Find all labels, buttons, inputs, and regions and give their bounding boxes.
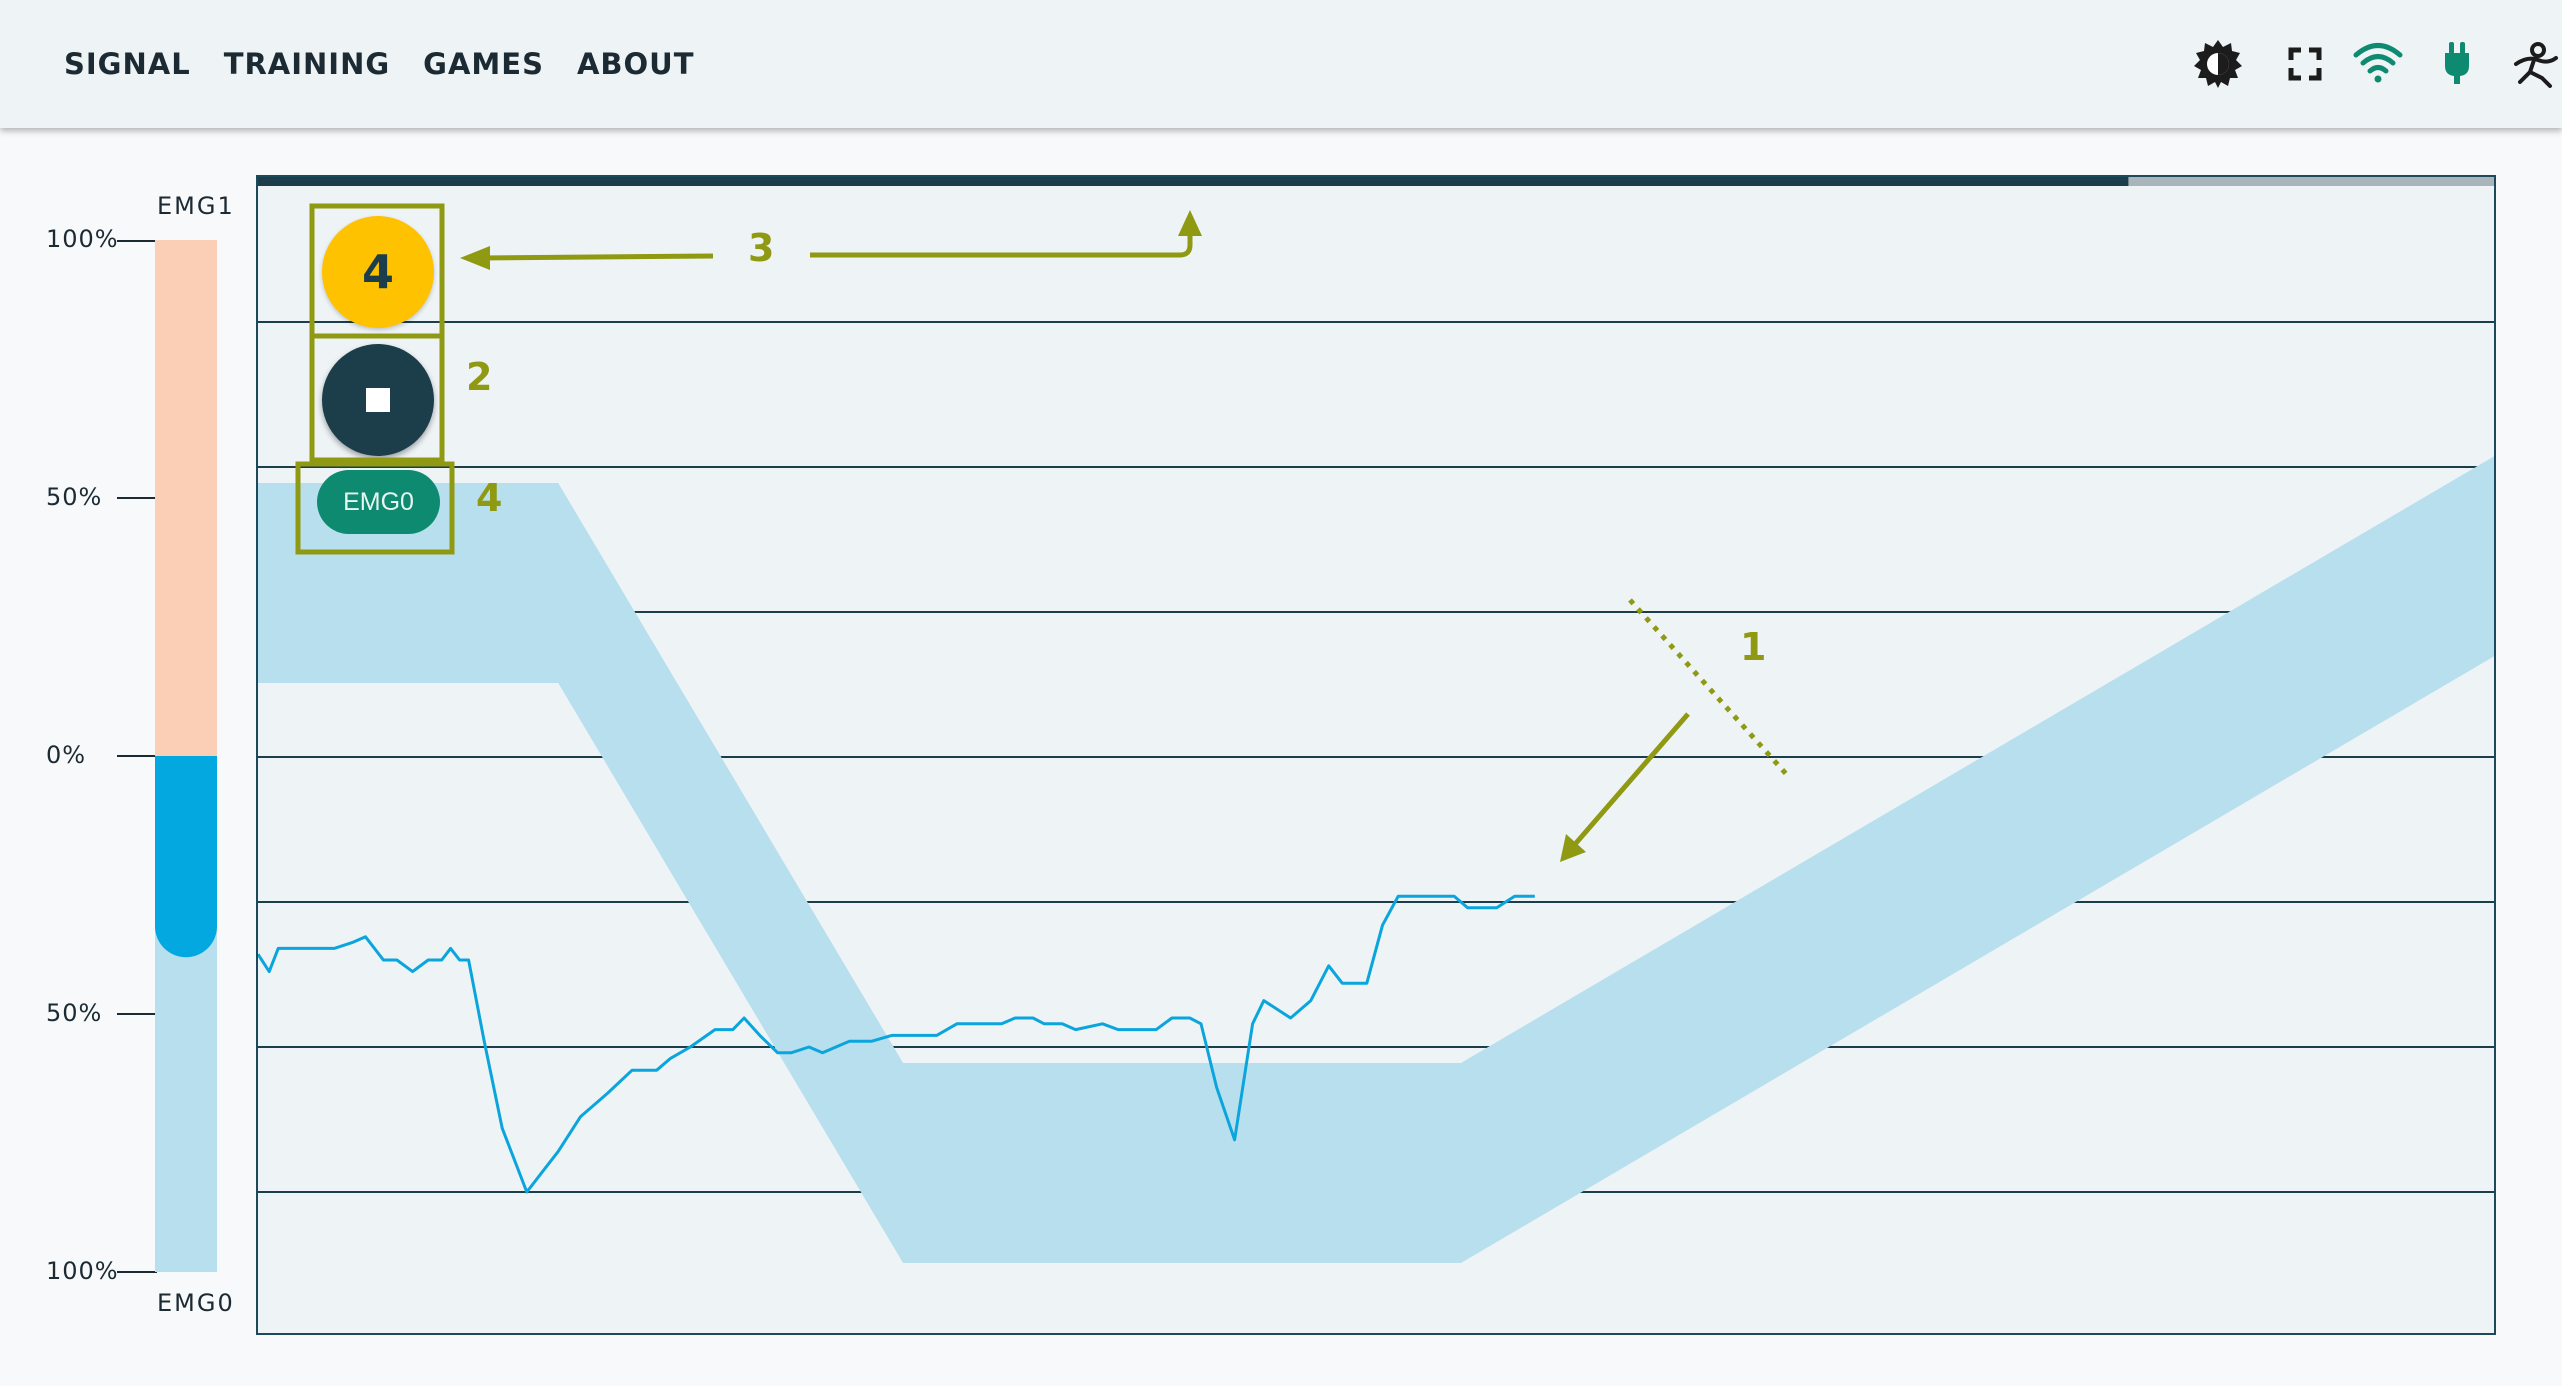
tick-label-bottom-100: 100%: [46, 1257, 119, 1285]
progress-fill: [258, 177, 2129, 186]
countdown-badge: 4: [322, 216, 434, 328]
tick-label-top-50: 50%: [46, 483, 103, 511]
power-plug-icon[interactable]: [2431, 38, 2483, 90]
annotation-number-1: 1: [1740, 625, 1767, 669]
wifi-icon[interactable]: [2352, 38, 2404, 90]
tick-mark: [117, 1271, 157, 1273]
tick-mark: [117, 240, 157, 242]
nav-signal[interactable]: SIGNAL: [64, 47, 191, 81]
tick-mark: [117, 497, 157, 499]
channel-chip[interactable]: EMG0: [317, 470, 440, 534]
signal-line: [258, 894, 1535, 1194]
tick-label-bottom-50: 50%: [46, 999, 103, 1027]
main-nav: SIGNAL TRAINING GAMES ABOUT: [64, 0, 728, 128]
level-bar-current-fill: [155, 756, 217, 958]
toolbar-icons: [2062, 0, 2562, 128]
target-band: [258, 456, 2494, 1263]
nav-about[interactable]: ABOUT: [576, 47, 695, 81]
annotation-number-3: 3: [748, 226, 775, 270]
level-bar-bottom-label: EMG0: [157, 1289, 235, 1317]
annotation-number-4: 4: [476, 476, 503, 520]
level-bar-top-label: EMG1: [157, 192, 235, 220]
nav-games[interactable]: GAMES: [423, 47, 544, 81]
nav-training[interactable]: TRAINING: [223, 47, 391, 81]
tick-mark: [117, 755, 157, 757]
emg-level-bar: [155, 240, 217, 1272]
tick-label-top-100: 100%: [46, 225, 119, 253]
level-bar-upper-region: [155, 240, 217, 756]
stop-icon: [366, 388, 390, 412]
tick-mark: [117, 1013, 157, 1015]
stop-button[interactable]: [322, 344, 434, 456]
settings-figure-icon[interactable]: [2508, 38, 2560, 90]
theme-toggle-icon[interactable]: [2192, 38, 2244, 90]
signal-plot: [256, 175, 2496, 1335]
top-nav-bar: SIGNAL TRAINING GAMES ABOUT: [0, 0, 2562, 128]
annotation-number-2: 2: [466, 355, 493, 399]
fullscreen-icon[interactable]: [2279, 38, 2331, 90]
signal-chart-svg: [258, 177, 2494, 1263]
tick-label-zero: 0%: [46, 741, 87, 769]
